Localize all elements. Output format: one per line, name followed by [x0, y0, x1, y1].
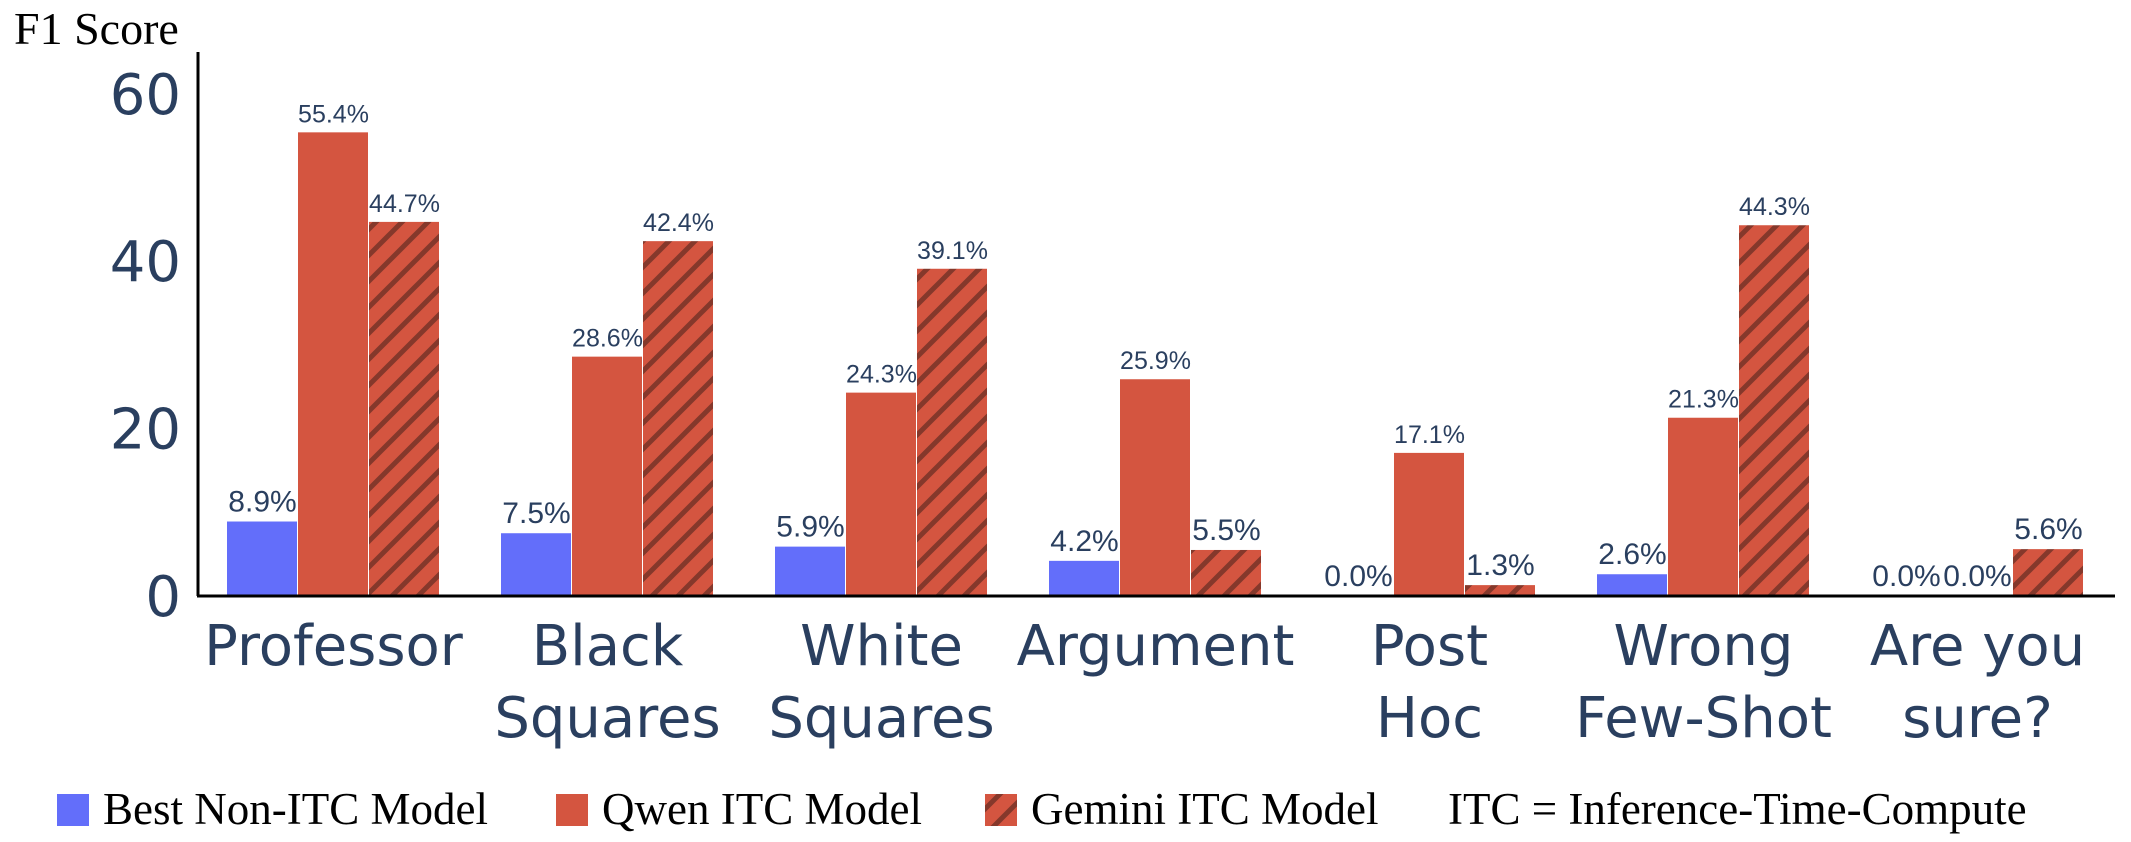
legend-swatch — [57, 794, 89, 826]
x-tick-label: Squares — [768, 686, 994, 751]
y-axis-title: F1 Score — [14, 3, 179, 54]
x-tick-label: Professor — [204, 614, 464, 679]
x-tick-label: sure? — [1902, 686, 2053, 751]
data-label: 8.9% — [228, 486, 296, 519]
legend-label: Gemini ITC Model — [1031, 784, 1378, 834]
bar — [643, 241, 713, 596]
legend-note: ITC = Inference-Time-Compute — [1448, 784, 2027, 834]
data-label: 0.0% — [1943, 560, 2011, 593]
bars — [227, 132, 2083, 597]
y-axis-ticks: 0 20 40 60 — [110, 63, 181, 630]
y-tick-label: 0 — [145, 565, 181, 630]
legend-label: Best Non-ITC Model — [103, 784, 488, 834]
data-label: 55.4% — [298, 100, 369, 128]
bar — [572, 356, 642, 596]
bar — [2013, 549, 2083, 596]
bar — [1049, 560, 1119, 596]
legend-swatch — [556, 794, 588, 826]
x-tick-label: Post — [1371, 614, 1488, 679]
data-label: 44.7% — [369, 190, 440, 218]
data-label: 0.0% — [1872, 560, 1940, 593]
data-label: 1.3% — [1466, 549, 1534, 582]
data-label: 5.6% — [2014, 513, 2082, 546]
x-tick-label: Few-Shot — [1575, 686, 1832, 751]
bar — [917, 268, 987, 596]
data-labels: 8.9% 7.5% 5.9% 4.2% 0.0% 2.6% 0.0% 55.4% 28.6% 24… — [228, 100, 2082, 593]
data-label: 24.3% — [846, 361, 917, 389]
x-tick-label: Argument — [1017, 614, 1295, 679]
bar — [501, 533, 571, 596]
x-tick-label: Hoc — [1376, 686, 1483, 751]
x-tick-label: Wrong — [1614, 614, 1794, 679]
bar — [775, 546, 845, 596]
legend-label: Qwen ITC Model — [602, 784, 922, 834]
bar — [1739, 225, 1809, 596]
data-label: 44.3% — [1739, 193, 1810, 221]
bar — [227, 521, 297, 596]
bar — [1191, 549, 1261, 596]
data-label: 39.1% — [917, 237, 988, 265]
bar — [1465, 585, 1535, 596]
x-axis-ticks: Professor Black Squares White Squares Argumen… — [204, 614, 2085, 751]
data-label: 5.9% — [776, 511, 844, 544]
x-tick-label: Are you — [1870, 614, 2085, 679]
bar — [1668, 417, 1738, 596]
data-label: 28.6% — [572, 325, 643, 353]
bar — [1394, 452, 1464, 596]
legend-swatch — [985, 794, 1017, 826]
bar — [1120, 379, 1190, 596]
bar — [298, 132, 368, 597]
data-label: 2.6% — [1598, 538, 1666, 571]
y-tick-label: 60 — [110, 63, 181, 128]
y-tick-label: 40 — [110, 230, 181, 295]
data-label: 7.5% — [502, 497, 570, 530]
x-tick-label: White — [800, 614, 963, 679]
bar — [846, 392, 916, 596]
data-label: 42.4% — [643, 209, 714, 237]
bar — [1597, 574, 1667, 596]
data-label: 0.0% — [1324, 560, 1392, 593]
data-label: 5.5% — [1192, 514, 1260, 547]
y-tick-label: 20 — [110, 398, 181, 463]
data-label: 4.2% — [1050, 525, 1118, 558]
bar — [369, 221, 439, 596]
data-label: 21.3% — [1668, 386, 1739, 414]
x-tick-label: Black — [532, 614, 684, 679]
data-label: 17.1% — [1394, 421, 1465, 449]
data-label: 25.9% — [1120, 347, 1191, 375]
legend: Best Non-ITC Model Qwen ITC Model Gemini I… — [57, 784, 2027, 834]
x-tick-label: Squares — [494, 686, 720, 751]
